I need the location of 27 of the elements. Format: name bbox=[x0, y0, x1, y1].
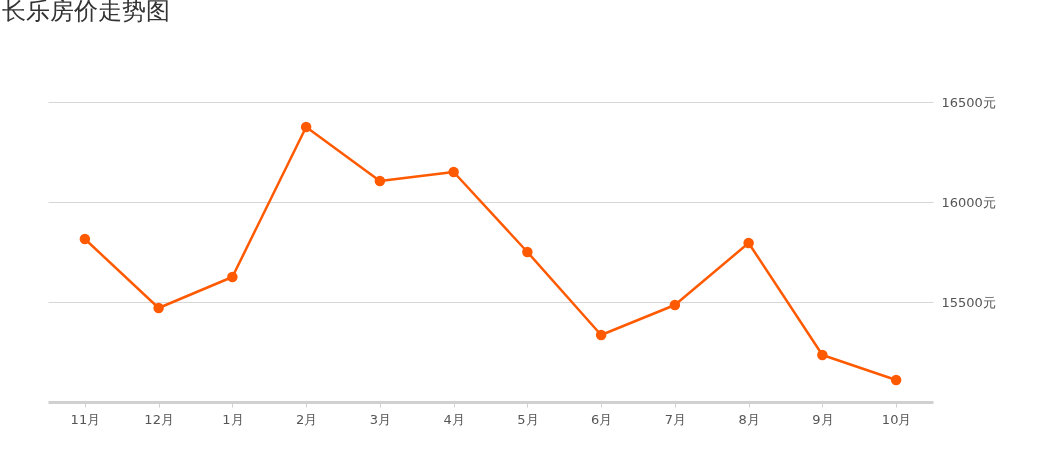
point bbox=[890, 374, 902, 386]
point bbox=[79, 233, 91, 245]
x-tick-label: 4月 bbox=[443, 411, 465, 427]
x-tick-label: 5月 bbox=[517, 411, 539, 427]
x-tick-label: 12月 bbox=[144, 411, 174, 427]
x-tick-label: 3月 bbox=[369, 411, 392, 427]
x-tick-label: 2月 bbox=[295, 411, 318, 427]
point bbox=[817, 349, 828, 361]
x-tick-label: 7月 bbox=[664, 411, 687, 427]
x-tick-label: 8月 bbox=[738, 411, 760, 427]
y-tick-label: 15500元 bbox=[941, 294, 996, 310]
point bbox=[300, 121, 312, 133]
x-tick-label: 6月 bbox=[590, 411, 613, 427]
point bbox=[743, 237, 754, 249]
point bbox=[669, 299, 681, 311]
y-tick-label: 16000元 bbox=[941, 194, 996, 210]
point bbox=[595, 329, 607, 341]
x-tick-label: 9月 bbox=[812, 411, 834, 427]
x-tick-label: 10月 bbox=[881, 411, 912, 427]
point bbox=[374, 175, 386, 187]
point bbox=[227, 271, 238, 283]
point bbox=[448, 166, 459, 178]
point bbox=[522, 246, 533, 258]
y-tick-label: 16500元 bbox=[941, 94, 996, 110]
x-tick-label: 1月 bbox=[222, 411, 244, 427]
point bbox=[153, 302, 164, 314]
x-tick-label: 11月 bbox=[70, 411, 101, 427]
